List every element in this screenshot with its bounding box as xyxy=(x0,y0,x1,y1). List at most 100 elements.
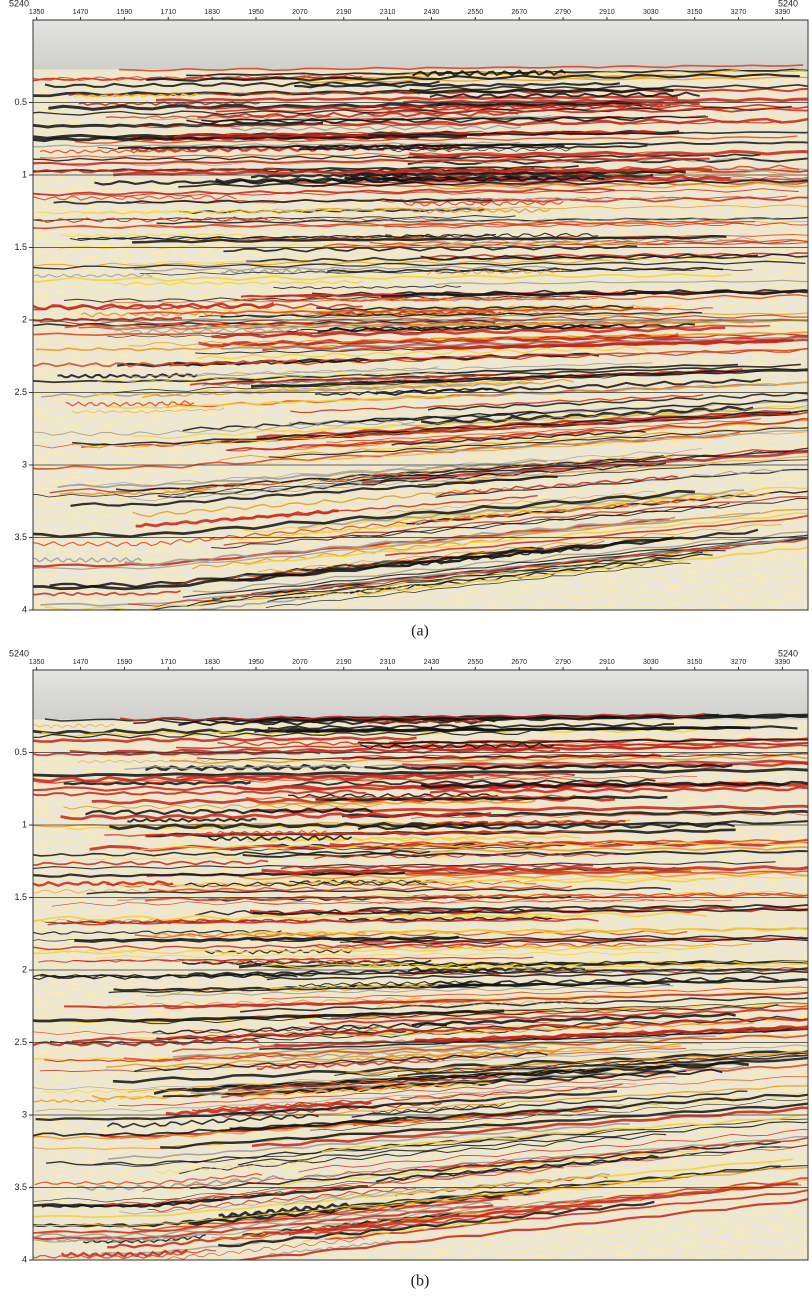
reflector xyxy=(321,1064,678,1086)
reflector xyxy=(400,196,685,203)
reflector xyxy=(204,363,801,385)
reflector xyxy=(33,194,237,201)
reflector xyxy=(70,475,558,507)
reflector xyxy=(115,454,664,492)
reflector xyxy=(33,1117,468,1140)
reflector xyxy=(127,366,439,378)
reflector xyxy=(145,984,674,997)
x-tick-label: 3270 xyxy=(731,9,747,16)
reflector xyxy=(266,970,808,981)
reflector xyxy=(57,372,198,379)
reflector xyxy=(423,963,808,970)
reflector xyxy=(113,167,713,177)
reflector xyxy=(400,547,584,567)
y-tick-label: 0.5 xyxy=(14,747,27,757)
reflector xyxy=(429,491,771,523)
reflector xyxy=(233,926,807,937)
reflector xyxy=(422,141,808,148)
reflector xyxy=(35,1083,637,1112)
reflector xyxy=(33,121,324,129)
reflector xyxy=(424,338,794,351)
reflector xyxy=(235,1198,808,1260)
reflector xyxy=(350,508,808,550)
reflector xyxy=(96,951,661,959)
reflector xyxy=(196,753,808,761)
reflector xyxy=(268,427,808,459)
reflector xyxy=(33,1099,107,1104)
reflector xyxy=(290,394,704,414)
reflector xyxy=(280,522,425,537)
reflector xyxy=(165,1236,365,1260)
reflector xyxy=(58,241,647,250)
corner-label: 5240 xyxy=(778,0,798,8)
reflector xyxy=(33,474,458,498)
x-tick-label: 2550 xyxy=(468,9,484,16)
reflector xyxy=(262,335,808,352)
reflector xyxy=(319,296,552,302)
x-tick-label: 3030 xyxy=(643,659,659,666)
reflector xyxy=(33,589,181,597)
reflector xyxy=(229,1002,808,1018)
reflector xyxy=(429,91,700,99)
reflector xyxy=(430,331,808,341)
reflector xyxy=(336,307,713,314)
seismic-panel: 0.5 1 1.5 2 2.5 3 3.5 4 1350 1470 1590 1710 1830 1950… xyxy=(9,0,809,640)
reflector xyxy=(217,381,808,407)
reflector xyxy=(271,1045,548,1059)
reflector xyxy=(218,1200,655,1248)
reflector xyxy=(201,115,708,123)
reflector xyxy=(33,431,741,470)
reflector xyxy=(76,1174,285,1191)
reflector xyxy=(298,144,648,151)
reflector xyxy=(162,476,366,493)
reflector xyxy=(154,1159,313,1175)
reflector xyxy=(368,131,808,137)
reflector xyxy=(152,1022,448,1035)
reflector xyxy=(315,795,668,802)
reflector xyxy=(186,549,726,607)
reflector xyxy=(298,1128,808,1173)
reflector xyxy=(59,488,211,496)
reflector xyxy=(408,959,753,967)
reflector xyxy=(139,268,753,276)
reflector xyxy=(414,1025,808,1044)
reflector xyxy=(97,370,448,383)
reflector xyxy=(63,781,252,786)
reflector xyxy=(407,156,808,166)
reflector xyxy=(288,792,498,799)
reflector xyxy=(112,1050,808,1084)
x-tick-label: 1590 xyxy=(117,659,133,666)
reflector xyxy=(359,486,808,522)
y-tick-label: 2 xyxy=(22,314,27,324)
reflector xyxy=(41,1198,223,1208)
reflector xyxy=(134,1051,548,1072)
reflector xyxy=(63,803,382,810)
reflector xyxy=(346,1022,755,1038)
reflector xyxy=(215,175,538,184)
reflector xyxy=(33,420,415,437)
reflector xyxy=(437,475,679,497)
reflector xyxy=(385,490,656,514)
reflector xyxy=(321,1113,808,1153)
reflector xyxy=(133,265,558,272)
seismic-panel: 0.5 1 1.5 2 2.5 3 3.5 4 1350 1470 1590 1710 1830 1950… xyxy=(9,648,809,1290)
reflector xyxy=(262,986,808,1000)
reflector xyxy=(33,871,406,878)
x-tick-label: 1710 xyxy=(160,9,176,16)
reflector xyxy=(132,234,727,244)
reflector xyxy=(411,208,551,214)
x-tick-label: 2070 xyxy=(292,659,308,666)
reflector xyxy=(239,871,808,881)
seismic-image xyxy=(33,670,808,1260)
reflector xyxy=(33,880,174,887)
reflector xyxy=(118,1076,676,1107)
reflector xyxy=(408,319,808,327)
reflector xyxy=(44,775,698,783)
reflector xyxy=(33,219,744,230)
reflector xyxy=(179,1028,397,1039)
reflector xyxy=(309,1098,808,1132)
reflector xyxy=(329,323,611,332)
x-tick-label: 3390 xyxy=(775,9,791,16)
reflector xyxy=(140,841,808,851)
x-tick-label: 1950 xyxy=(248,659,264,666)
